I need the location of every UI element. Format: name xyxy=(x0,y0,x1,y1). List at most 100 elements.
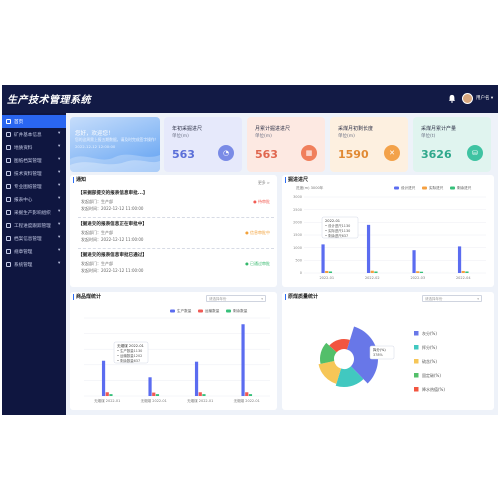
stat-title: 采煤月累计产量 xyxy=(421,126,457,132)
bar xyxy=(105,392,109,396)
legend-label: 生产数量 xyxy=(177,308,192,313)
bar xyxy=(148,377,152,396)
stat-value: 563 xyxy=(255,148,278,161)
stat-value: 563 xyxy=(172,148,195,161)
stat-card: 年初采掘进尺 单位(m) 563 ◔ xyxy=(164,117,242,172)
notice-panel: 通知 更多 > 【采掘部提交的报表信息审批...】 发起部门：生产部 发起时间：20… xyxy=(70,175,277,287)
bar xyxy=(419,271,424,273)
sidebar-item-7[interactable]: 采掘生产影响组织 ▾ xyxy=(2,206,66,219)
notice-time: 发起时间：2022-12-12 11:00:00 xyxy=(81,268,144,273)
sidebar-item-label: 地质资料 xyxy=(14,146,33,151)
bar xyxy=(321,244,325,273)
sidebar-item-3[interactable]: 图纸档案管理 ▾ xyxy=(2,154,66,167)
stat-unit: 单位(m) xyxy=(172,134,189,139)
legend-label: 硫含(%) xyxy=(422,358,437,364)
legend-label: 灰分(%) xyxy=(422,330,437,336)
bar xyxy=(412,250,416,273)
legend-swatch xyxy=(414,359,419,364)
tooltip xyxy=(113,341,149,364)
tooltip-line: • 设计进尺1130 xyxy=(325,223,350,228)
chevron-down-icon: ▾ xyxy=(58,261,61,266)
menu-icon xyxy=(6,171,11,176)
x-tick-label: 无烟煤 2022-01 xyxy=(94,398,120,403)
legend-label: 降水热值(%) xyxy=(422,386,445,392)
sidebar-item-6[interactable]: 报表中心 ▾ xyxy=(2,193,66,206)
legend-swatch xyxy=(450,186,455,190)
bar xyxy=(152,392,156,396)
notice-time: 发起时间：2022-12-12 11:00:00 xyxy=(81,206,144,211)
menu-icon xyxy=(6,210,11,215)
bar xyxy=(461,270,465,273)
sidebar-item-8[interactable]: 工程进度跟踪管理 ▾ xyxy=(2,219,66,232)
status-badge: ● 信息审批中 xyxy=(245,230,270,235)
x-tick-label: 2022-01 xyxy=(319,276,334,280)
notice-title: 【掘进交的报表信息正在审批中】 xyxy=(78,222,147,227)
sidebar-item-label: 规章管理 xyxy=(14,250,33,255)
sidebar-item-9[interactable]: 档案信息管理 ▾ xyxy=(2,232,66,245)
legend-swatch xyxy=(414,387,419,392)
stat-icon: ◔ xyxy=(218,145,234,161)
bell-icon[interactable] xyxy=(448,94,456,103)
legend-swatch xyxy=(198,309,203,313)
tooltip-line: • 剩余数量637 xyxy=(117,358,140,363)
notice-time: 发起时间：2022-12-12 11:00:00 xyxy=(81,237,144,242)
legend-swatch xyxy=(170,309,175,313)
output-year-select[interactable]: 请选择年份 xyxy=(206,295,266,302)
bar xyxy=(101,360,106,396)
sidebar-item-5[interactable]: 专业图纸管理 ▾ xyxy=(2,180,66,193)
notice-item[interactable]: 【采掘部提交的报表信息审批...】 发起部门：生产部 发起时间：2022-12-12… xyxy=(78,190,274,216)
stat-title: 月累计掘进进尺 xyxy=(255,126,291,132)
y-tick-label: 2500 xyxy=(293,208,302,212)
top-bar: 生产技术管理系统 用户名 ▾ xyxy=(2,85,498,113)
sidebar-item-2[interactable]: 地质资料 ▾ xyxy=(2,141,66,154)
menu-icon xyxy=(6,184,11,189)
status-badge: ● 已通过审批 xyxy=(245,261,270,266)
menu-icon xyxy=(6,132,11,137)
legend-label: 实际进尺 xyxy=(429,185,444,190)
tooltip xyxy=(321,216,359,239)
legend-label: 剩余进尺 xyxy=(457,185,472,190)
sidebar-item-label: 专业图纸管理 xyxy=(14,185,42,190)
chevron-down-icon: ▾ xyxy=(58,196,61,201)
bar xyxy=(366,224,371,273)
sidebar-item-0[interactable]: 首页 xyxy=(2,115,66,128)
legend-label: 设计进尺 xyxy=(401,185,416,190)
sidebar-item-1[interactable]: 矿井基本信息 ▾ xyxy=(2,128,66,141)
sidebar-item-label: 采掘生产影响组织 xyxy=(14,211,51,216)
legend-label: 剩余数量 xyxy=(233,308,248,313)
legend-swatch xyxy=(414,373,419,378)
menu-icon xyxy=(6,249,11,254)
menu-icon xyxy=(6,145,11,150)
notice-panel-title: 通知 xyxy=(73,177,86,183)
bar xyxy=(155,394,160,396)
tooltip-title: 无烟煤 2022-01 xyxy=(117,343,144,348)
avatar[interactable] xyxy=(462,93,473,104)
tooltip xyxy=(369,345,395,360)
quality-pie-chart: 挥分(%)378%灰分(%)挥分(%)硫含(%)固定碳(%)降水热值(%) xyxy=(318,326,445,392)
notice-title: 【掘进交的报表信息审批已通过】 xyxy=(78,253,147,258)
legend-swatch xyxy=(422,186,427,190)
user-menu[interactable]: 用户名 ▾ xyxy=(476,96,494,101)
more-link[interactable]: 更多 > xyxy=(258,180,270,185)
stat-title: 采煤月初剩长度 xyxy=(338,126,374,132)
stat-value: 3626 xyxy=(421,148,452,161)
sidebar-item-10[interactable]: 规章管理 ▾ xyxy=(2,245,66,258)
chevron-down-icon: ▾ xyxy=(58,170,61,175)
stat-icon: ⛁ xyxy=(467,145,483,161)
sidebar-item-label: 矿井基本信息 xyxy=(14,133,42,138)
quality-year-select[interactable]: 请选择年份 xyxy=(422,295,482,302)
sidebar-item-11[interactable]: 系统管理 ▾ xyxy=(2,258,66,271)
sidebar-item-4[interactable]: 技术资料管理 ▾ xyxy=(2,167,66,180)
pie-slice xyxy=(346,326,378,384)
x-tick-label: 2022-04 xyxy=(456,276,471,280)
chevron-down-icon: ▾ xyxy=(58,235,61,240)
stat-title: 年初采掘进尺 xyxy=(172,126,203,132)
notice-item[interactable]: 【掘进交的报表信息正在审批中】 发起部门：生产部 发起时间：2022-12-12 1… xyxy=(78,221,274,247)
legend-label: 运输数量 xyxy=(205,308,220,313)
progress-panel: 掘进进尺 进度(m) 3000年 设计进尺 实际进尺 剩余进尺 3000 2500 2000… xyxy=(282,175,494,287)
stat-card: 采煤月初剩长度 单位(m) 1590 ✕ xyxy=(330,117,408,172)
notice-item[interactable]: 【掘进交的报表信息审批已通过】 发起部门：生产部 发起时间：2022-12-12 1… xyxy=(78,252,274,278)
x-tick-label: 2022-03 xyxy=(410,276,425,280)
legend-swatch xyxy=(394,186,399,190)
